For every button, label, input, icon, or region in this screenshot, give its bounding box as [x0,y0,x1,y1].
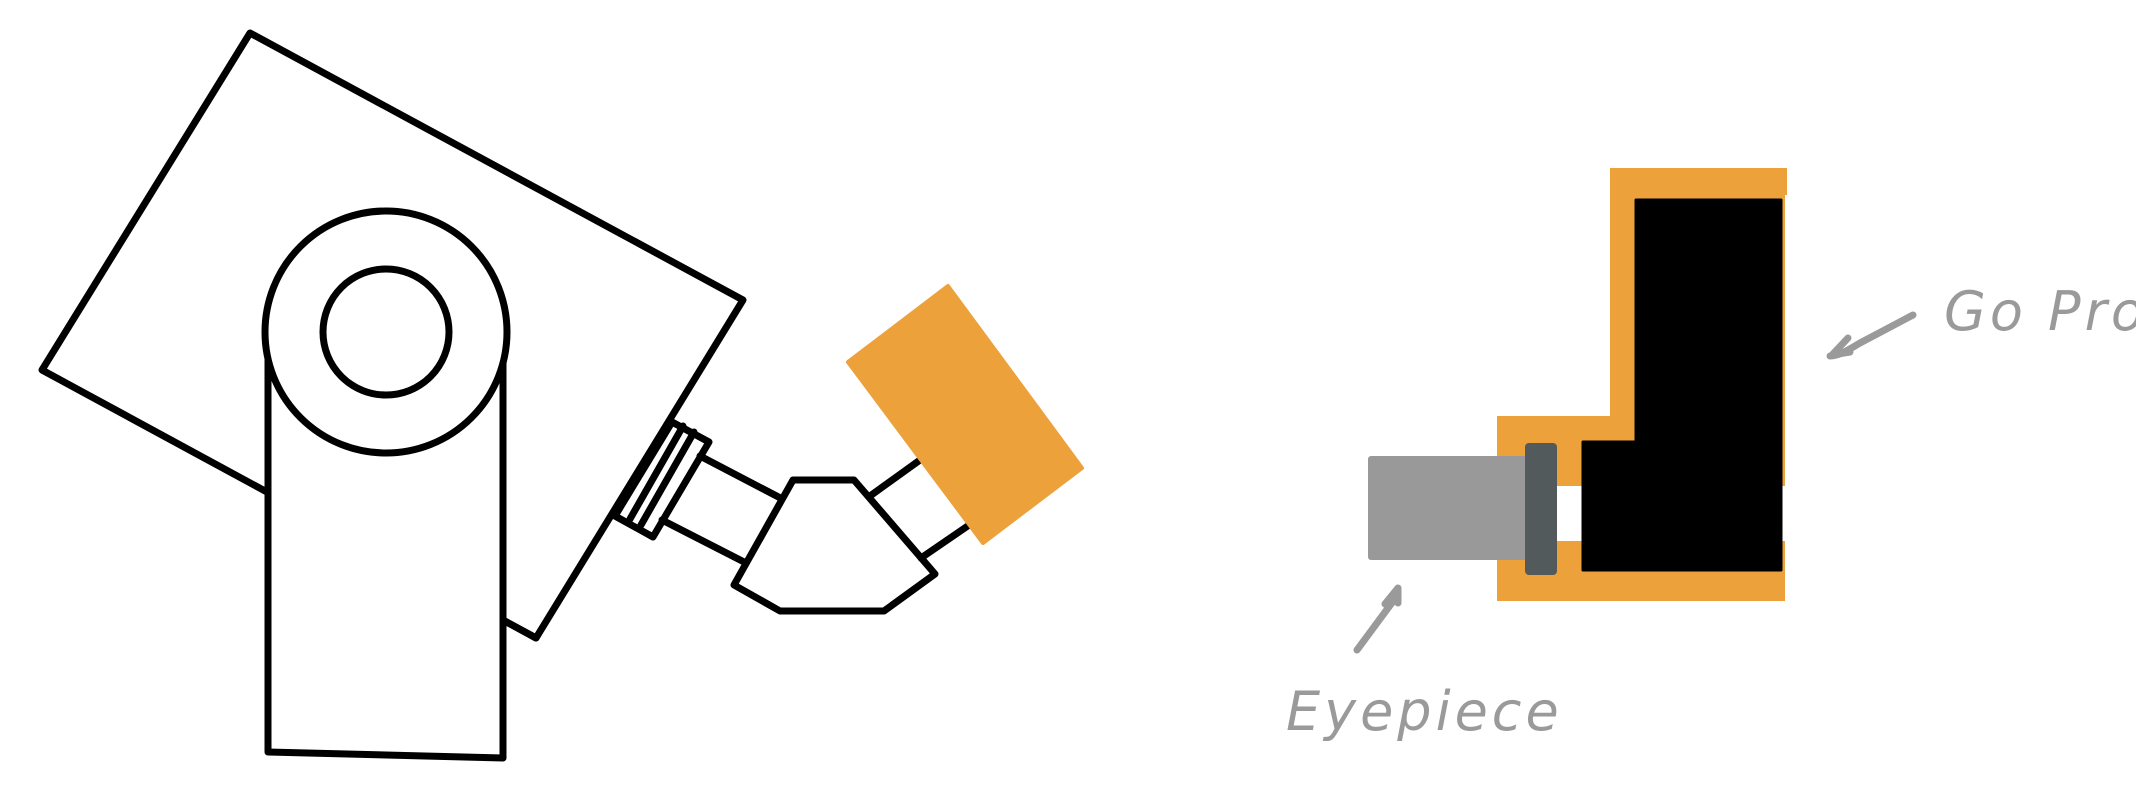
camera-connector-lower [917,517,979,562]
eyepiece-arrow [1353,596,1398,654]
thread-line [637,428,698,529]
adapter-tube-upper [696,452,794,507]
eyepiece-ring [1525,443,1557,575]
eyepiece-label: Eyepiece [1286,680,1563,743]
eyepiece-arrowhead [1381,584,1402,608]
eyepiece-barrel [1368,456,1530,560]
gopro-eyepiece-assembly [1368,168,1788,601]
thread-line [626,422,687,523]
adapter-pentagon [730,476,939,615]
gopro-arrowhead [1828,334,1854,359]
adapter-tube-lower [658,516,752,568]
gopro-camera-body [1581,198,1783,572]
annotations [1353,311,1917,654]
camera-connector-upper [866,456,924,500]
camera-block-angled [846,284,1084,545]
telescope-mount-assembly [38,29,979,762]
bracket-line [499,616,540,642]
pivot-inner-ring [319,265,453,399]
gopro-label: Go Pro [1944,280,2136,343]
